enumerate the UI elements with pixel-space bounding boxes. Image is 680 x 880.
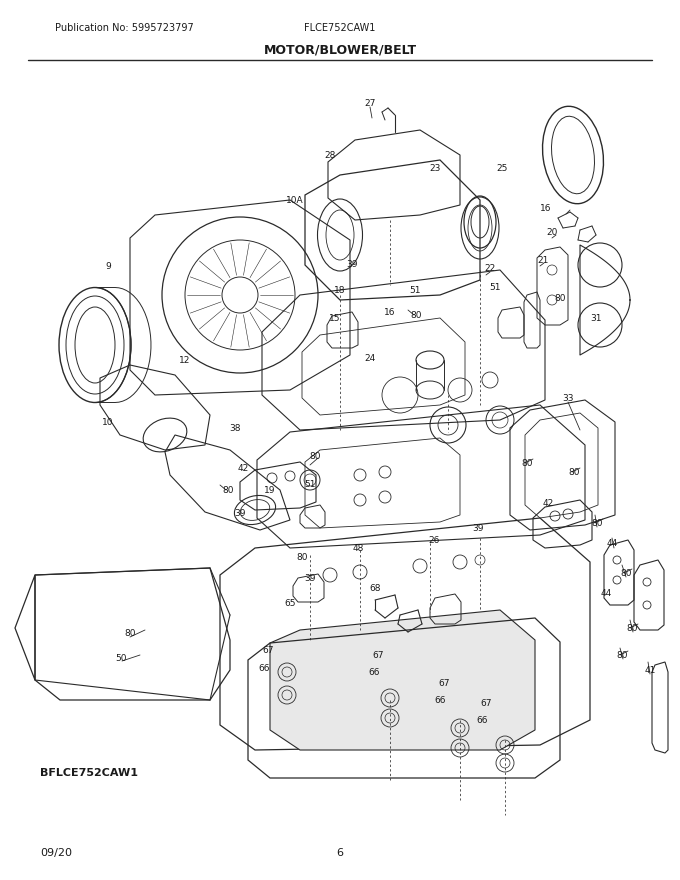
Text: BFLCE752CAW1: BFLCE752CAW1 bbox=[40, 768, 138, 778]
Text: 38: 38 bbox=[229, 423, 241, 432]
Text: 20: 20 bbox=[546, 228, 558, 237]
Text: 42: 42 bbox=[543, 498, 554, 508]
Text: 27: 27 bbox=[364, 99, 375, 107]
Text: 50: 50 bbox=[115, 654, 126, 663]
Text: MOTOR/BLOWER/BELT: MOTOR/BLOWER/BELT bbox=[263, 43, 417, 56]
Text: 51: 51 bbox=[304, 480, 316, 488]
Text: 22: 22 bbox=[484, 263, 496, 273]
Text: 51: 51 bbox=[489, 282, 500, 291]
Text: 39: 39 bbox=[304, 574, 316, 583]
Text: 10: 10 bbox=[102, 417, 114, 427]
Text: 80: 80 bbox=[616, 650, 628, 659]
Text: 42: 42 bbox=[237, 464, 249, 473]
Text: 33: 33 bbox=[562, 393, 574, 402]
Text: Publication No: 5995723797: Publication No: 5995723797 bbox=[55, 23, 194, 33]
Text: 80: 80 bbox=[626, 624, 638, 633]
Text: 80: 80 bbox=[554, 294, 566, 303]
Text: 51: 51 bbox=[409, 285, 421, 295]
Text: 66: 66 bbox=[435, 695, 446, 705]
Text: 80: 80 bbox=[296, 553, 308, 561]
Text: 80: 80 bbox=[522, 458, 532, 467]
Text: 44: 44 bbox=[607, 539, 617, 547]
Text: 48: 48 bbox=[352, 544, 364, 553]
Text: 12: 12 bbox=[180, 356, 190, 364]
Text: 39: 39 bbox=[234, 509, 245, 517]
Text: 6: 6 bbox=[337, 848, 343, 858]
Text: 39: 39 bbox=[346, 260, 358, 268]
Text: 66: 66 bbox=[258, 664, 270, 672]
Text: 80: 80 bbox=[591, 518, 602, 527]
Text: 80: 80 bbox=[568, 467, 580, 476]
Text: 67: 67 bbox=[372, 650, 384, 659]
Text: 68: 68 bbox=[369, 583, 381, 592]
Text: 67: 67 bbox=[262, 646, 274, 655]
Text: 19: 19 bbox=[265, 486, 276, 495]
Text: 28: 28 bbox=[324, 150, 336, 159]
Text: 25: 25 bbox=[496, 164, 508, 172]
Text: 41: 41 bbox=[645, 665, 656, 674]
Text: 67: 67 bbox=[438, 678, 449, 687]
Text: 67: 67 bbox=[480, 699, 492, 708]
Text: 23: 23 bbox=[429, 164, 441, 172]
Text: 21: 21 bbox=[537, 255, 549, 265]
Text: 39: 39 bbox=[472, 524, 483, 532]
Text: 80: 80 bbox=[222, 486, 234, 495]
Text: 09/20: 09/20 bbox=[40, 848, 72, 858]
Text: 66: 66 bbox=[369, 668, 379, 677]
Text: 80: 80 bbox=[410, 311, 422, 319]
Text: FLCE752CAW1: FLCE752CAW1 bbox=[305, 23, 375, 33]
Text: 66: 66 bbox=[476, 715, 488, 724]
Polygon shape bbox=[270, 610, 535, 750]
Text: 15: 15 bbox=[329, 313, 341, 322]
Text: 24: 24 bbox=[364, 354, 375, 363]
Text: 18: 18 bbox=[335, 285, 345, 295]
Text: 16: 16 bbox=[384, 307, 396, 317]
Text: 9: 9 bbox=[105, 261, 111, 270]
Text: 65: 65 bbox=[284, 598, 296, 607]
Text: 31: 31 bbox=[590, 313, 602, 322]
Text: 16: 16 bbox=[540, 203, 551, 212]
Text: 80: 80 bbox=[124, 628, 136, 637]
Text: 44: 44 bbox=[600, 589, 611, 598]
Text: 80: 80 bbox=[309, 451, 321, 460]
Text: 10A: 10A bbox=[286, 195, 304, 204]
Text: 80: 80 bbox=[620, 568, 632, 577]
Text: 26: 26 bbox=[428, 536, 440, 545]
